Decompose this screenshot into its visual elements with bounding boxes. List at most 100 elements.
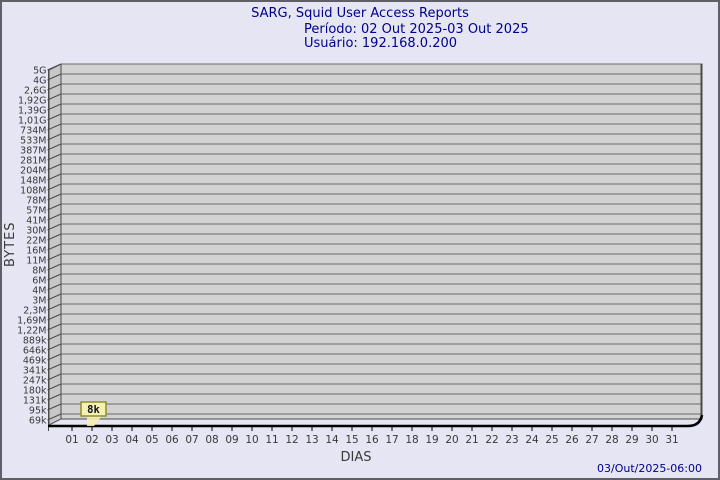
x-axis-title: DIAS (340, 450, 372, 465)
y-tick-connector (47, 123, 62, 131)
y-tick-connector (47, 283, 62, 291)
y-tick-connector (47, 373, 62, 381)
x-tick-label: 26 (565, 434, 579, 446)
y-tick-label: 1,01G (18, 115, 47, 126)
x-tick-label: 04 (125, 434, 139, 446)
y-tick-label: 5G (33, 65, 46, 76)
y-tick-connector (47, 233, 62, 241)
y-tick-label: 734M (20, 125, 46, 136)
x-tick-label: 21 (465, 434, 478, 446)
y-tick-label: 247k (23, 375, 47, 386)
y-tick-label: 180k (23, 385, 47, 396)
x-tick-label: 13 (305, 434, 318, 446)
x-tick-label: 16 (365, 434, 379, 446)
x-tick-label: 15 (345, 434, 358, 446)
x-tick-label: 22 (485, 434, 498, 446)
x-tick-label: 14 (325, 434, 339, 446)
x-tick-label: 30 (645, 434, 658, 446)
x-tick-label: 28 (605, 434, 618, 446)
y-tick-label: 387M (20, 145, 46, 156)
x-axis-baseline (48, 414, 704, 428)
y-tick-label: 69k (29, 415, 47, 426)
x-tick-label: 10 (245, 434, 258, 446)
x-tick-label: 18 (405, 434, 418, 446)
y-tick-connector (47, 383, 62, 391)
x-tick-label: 20 (445, 434, 458, 446)
y-tick-connector (47, 153, 62, 161)
y-tick-label: 22M (26, 235, 46, 246)
y-tick-connector (47, 83, 62, 91)
value-flag-box (80, 401, 107, 417)
y-tick-connector (47, 393, 62, 401)
value-flag-label: 8k (87, 404, 100, 416)
y-tick-label: 204M (20, 165, 46, 176)
y-tick-label: 4M (32, 285, 46, 296)
y-tick-connector (47, 223, 62, 231)
y-tick-label: 11M (26, 255, 46, 266)
y-tick-label: 16M (26, 245, 46, 256)
y-tick-connector (47, 243, 62, 251)
y-tick-label: 30M (26, 225, 46, 236)
y-tick-label: 1,69M (17, 315, 46, 326)
y-tick-connector (47, 323, 62, 331)
y-tick-label: 131k (23, 395, 47, 406)
y-tick-connector (47, 203, 62, 211)
y-tick-connector (47, 253, 62, 261)
y-tick-connector (47, 73, 62, 81)
y-tick-label: 4G (33, 75, 46, 86)
y-tick-connector (47, 173, 62, 181)
x-tick-label: 19 (425, 434, 438, 446)
chart-period: Período: 02 Out 2025-03 Out 2025 (304, 22, 529, 37)
x-tick-label: 12 (285, 434, 298, 446)
x-tick-label: 08 (205, 434, 218, 446)
y-tick-label: 78M (26, 195, 46, 206)
y-tick-label: 2,6G (24, 85, 46, 96)
y-tick-connector (47, 293, 62, 301)
y-tick-label: 341k (23, 365, 47, 376)
x-tick-label: 25 (545, 434, 558, 446)
y-tick-label: 2,3M (23, 305, 46, 316)
y-tick-label: 108M (20, 185, 46, 196)
chart-user: Usuário: 192.168.0.200 (304, 36, 458, 51)
y-tick-label: 1,22M (17, 325, 46, 336)
y-tick-connector (47, 163, 62, 171)
y-tick-label: 8M (32, 265, 46, 276)
x-tick-label: 31 (665, 434, 678, 446)
y-tick-connector (47, 113, 62, 121)
x-tick-label: 01 (65, 434, 78, 446)
y-tick-connector (47, 133, 62, 141)
y-tick-connector (47, 93, 62, 101)
x-tick-label: 03 (105, 434, 118, 446)
y-tick-label: 281M (20, 155, 46, 166)
x-tick-label: 27 (585, 434, 598, 446)
y-tick-connector (47, 403, 62, 411)
y-tick-connector (47, 303, 62, 311)
x-tick-label: 23 (505, 434, 518, 446)
y-tick-connector (47, 353, 62, 361)
x-tick-label: 29 (625, 434, 638, 446)
y-tick-connector (47, 103, 62, 111)
y-tick-label: 1,92G (18, 95, 47, 106)
y-tick-label: 148M (20, 175, 46, 186)
y-tick-connector (47, 273, 62, 281)
x-tick-label: 17 (385, 434, 398, 446)
x-tick-label: 11 (265, 434, 278, 446)
y-tick-label: 41M (26, 215, 46, 226)
y-tick-label: 3M (32, 295, 46, 306)
y-tick-connector (47, 313, 62, 321)
y-tick-label: 533M (20, 135, 46, 146)
y-tick-connector (47, 183, 62, 191)
y-tick-connector (47, 333, 62, 341)
y-tick-label: 6M (32, 275, 46, 286)
y-tick-connector (47, 413, 62, 421)
x-tick-label: 06 (165, 434, 179, 446)
x-tick-label: 24 (525, 434, 539, 446)
y-tick-label: 889k (23, 335, 47, 346)
x-tick-label: 02 (85, 434, 98, 446)
generation-timestamp: 03/Out/2025-06:00 (596, 462, 702, 475)
y-tick-connector (47, 263, 62, 271)
y-tick-connector (47, 363, 62, 371)
y-tick-connector (47, 343, 62, 351)
